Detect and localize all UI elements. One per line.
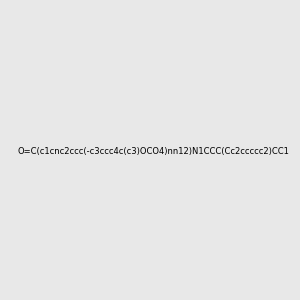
Text: O=C(c1cnc2ccc(-c3ccc4c(c3)OCO4)nn12)N1CCC(Cc2ccccc2)CC1: O=C(c1cnc2ccc(-c3ccc4c(c3)OCO4)nn12)N1CC…	[18, 147, 290, 156]
